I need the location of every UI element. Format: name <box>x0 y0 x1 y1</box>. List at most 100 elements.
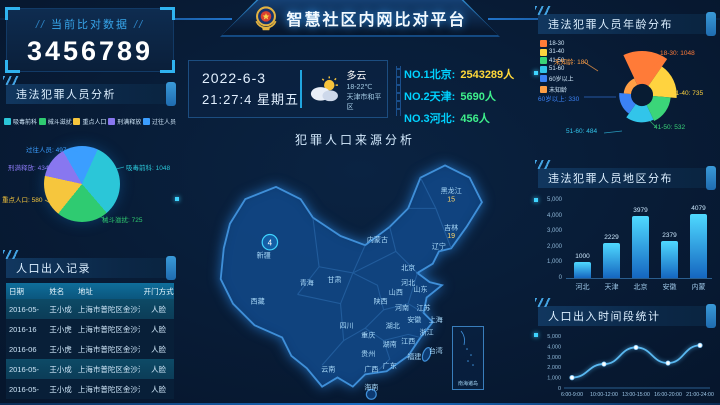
crime-legend: 吸毒前科 械斗滋扰 重点人口 刑满释放 过往人员 <box>4 117 176 126</box>
legend-swatch <box>73 118 81 125</box>
inset-label: 南海诸岛 <box>457 381 478 387</box>
svg-text:河南: 河南 <box>395 303 409 312</box>
table-row: 2016-06 王小虎 上海市普陀区金沙江 人脸 <box>6 339 174 359</box>
rose-label: 51-60: 484 <box>566 128 598 135</box>
time-value: 21:27:4 <box>202 92 253 107</box>
main-header-inner: 智慧社区内网比对平台 <box>222 0 498 35</box>
svg-text:3,000: 3,000 <box>547 355 561 361</box>
panel-header-age: 违法犯罪人员年龄分布 <box>535 6 716 36</box>
legend-swatch <box>4 118 11 125</box>
legend-label: 过往人员 <box>151 120 176 126</box>
svg-text:甘肃: 甘肃 <box>327 275 341 284</box>
crime-pie-wrap: 过往人员: 497 吸毒前科: 1048 械斗滋扰: 725 重点人口: 580 刑满释… <box>0 132 180 250</box>
table-row: 2016-05- 王小成 上海市普陀区金沙江 人脸 <box>6 299 174 319</box>
legend-item[interactable]: 31-40 <box>540 48 574 56</box>
legend-item[interactable]: 18-30 <box>540 40 574 47</box>
rose-label: 31-40: 735 <box>672 90 704 97</box>
svg-text:19: 19 <box>447 233 455 240</box>
legend-item[interactable]: 60岁以上 <box>540 74 574 83</box>
table-cell: 上海市普陀区金沙江 <box>77 304 141 314</box>
legend-item[interactable]: 未知龄 <box>540 85 574 94</box>
pie-label: 刑满释放: 434 <box>8 165 49 172</box>
x-axis-label: 河北 <box>575 284 590 291</box>
pie-label: 械斗滋扰: 725 <box>102 217 143 224</box>
rank-decor-icon <box>396 66 401 116</box>
legend-swatch <box>142 118 150 125</box>
svg-text:河北: 河北 <box>401 279 415 287</box>
x-axis-line <box>566 278 712 279</box>
legend-item[interactable]: 51-60 <box>540 65 574 73</box>
svg-text:台湾: 台湾 <box>429 346 443 355</box>
svg-text:0: 0 <box>558 386 561 392</box>
hatch-decor-icon <box>535 160 551 169</box>
panel-title: 违法犯罪人员年龄分布 <box>548 19 673 31</box>
panel-title: 人口出入时间段统计 <box>548 311 661 323</box>
svg-text:四川: 四川 <box>340 322 354 330</box>
table-cell: 人脸 <box>151 304 167 314</box>
legend-swatch <box>108 118 116 125</box>
legend-swatch <box>540 57 547 64</box>
panel-tab-icon <box>706 166 716 190</box>
svg-text:上海: 上海 <box>429 315 443 324</box>
rose-label: 18-30: 1048 <box>660 50 695 57</box>
svg-text:北京: 北京 <box>401 263 415 272</box>
legend-label: 60岁以上 <box>549 77 574 83</box>
table-cell: 人脸 <box>151 324 167 334</box>
line-chart-svg: 0 1,000 2,000 3,000 4,000 5,000 6:00-9:00 10:00… <box>547 334 714 398</box>
ranking-value-0: 2543289人 <box>460 69 515 81</box>
map-marker: 4 <box>261 233 279 251</box>
legend-label: 51-60 <box>549 66 565 72</box>
time-text: 21:27:4 星期五 <box>202 89 300 108</box>
svg-text:黑龙江: 黑龙江 <box>441 186 462 195</box>
svg-text:西藏: 西藏 <box>251 297 265 306</box>
edge-accent-icon <box>534 198 538 202</box>
weather-location: 天津市和平区 <box>346 93 382 111</box>
hatch-decor-icon <box>535 6 551 15</box>
bar-value-label: 3979 <box>633 206 648 214</box>
ranking-value-2: 456人 <box>460 113 490 125</box>
table-row: 2016-05- 王小成 上海市普陀区金沙江 人脸 <box>6 379 174 399</box>
ranking-row: NO.2天津: 5690人 <box>404 85 514 107</box>
datetime: 2022-6-3 21:27:4 星期五 <box>189 70 300 108</box>
legend-item[interactable]: 41-50 <box>540 57 574 64</box>
rose-slice <box>626 104 654 123</box>
table-cell: 人脸 <box>151 384 167 394</box>
table-cell: 王小虎 <box>49 324 72 334</box>
rose-slice <box>619 93 636 114</box>
svg-text:1,000: 1,000 <box>547 376 561 382</box>
legend-item[interactable]: 过往人员 <box>142 117 176 126</box>
table-row: 2016-16 王小虎 上海市普陀区金沙江 人脸 <box>6 319 174 339</box>
legend-item[interactable]: 重点人口 <box>73 117 106 126</box>
table-cell: 上海市普陀区金沙江 <box>77 324 141 334</box>
y-axis-tick: 1,000 <box>546 259 562 266</box>
svg-text:16:00-20:00: 16:00-20:00 <box>654 392 682 398</box>
pie-label: 过往人员: 497 <box>26 147 67 154</box>
table-cell: 2016-06 <box>9 344 37 354</box>
svg-text:陕西: 陕西 <box>373 297 387 306</box>
weather-condition: 多云 <box>346 70 367 82</box>
legend-item[interactable]: 刑满释放 <box>108 117 141 126</box>
time-line-chart: 0 1,000 2,000 3,000 4,000 5,000 6:00-9:00 10:00… <box>538 330 716 402</box>
column-header: 日期 <box>9 286 24 296</box>
panel-title: 违法犯罪人员分析 <box>16 89 116 101</box>
legend-item[interactable]: 吸毒前科 <box>4 117 37 126</box>
svg-text:21:00-24:00: 21:00-24:00 <box>686 392 714 398</box>
table-cell: 人脸 <box>151 344 167 354</box>
legend-label: 18-30 <box>549 40 565 47</box>
date-text: 2022-6-3 <box>202 70 267 86</box>
svg-text:福建: 福建 <box>407 352 421 361</box>
hatch-decor-icon <box>3 76 19 85</box>
sun-cloud-icon <box>310 76 338 102</box>
svg-text:山西: 山西 <box>389 287 403 296</box>
svg-text:15: 15 <box>447 196 455 203</box>
ranking-row: NO.3河北: 456人 <box>404 107 514 129</box>
legend-label: 刑满释放 <box>117 120 142 126</box>
panel-tab-icon <box>166 256 176 280</box>
edge-accent-icon <box>175 197 179 201</box>
legend-item[interactable]: 械斗滋扰 <box>38 117 72 126</box>
table-cell: 王小成 <box>49 304 72 314</box>
table-row: 2016-05- 王小成 上海市普陀区金沙江 人脸 <box>6 359 174 379</box>
